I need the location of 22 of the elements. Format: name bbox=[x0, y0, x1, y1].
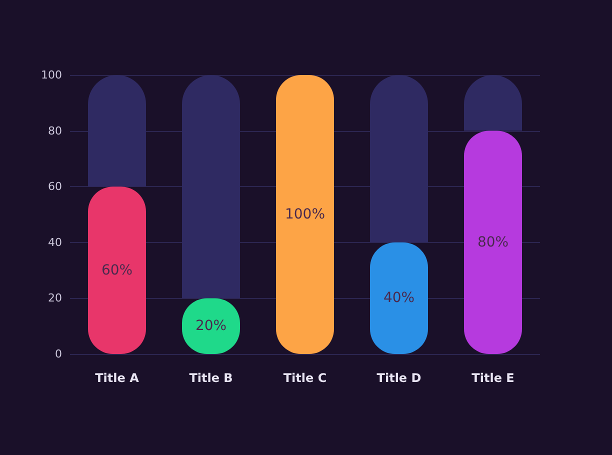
y-tick-label: 100 bbox=[41, 68, 62, 82]
data-label: 60% bbox=[101, 262, 133, 278]
data-label: 20% bbox=[195, 318, 227, 334]
bar bbox=[276, 75, 334, 354]
y-tick-label: 0 bbox=[55, 348, 62, 360]
bar bbox=[370, 75, 428, 242]
x-tick-label: Title D bbox=[376, 371, 422, 385]
data-label: 80% bbox=[477, 234, 509, 250]
y-tick-label: 20 bbox=[48, 292, 62, 305]
x-tick-label: Title C bbox=[283, 371, 327, 385]
data-label: 40% bbox=[383, 290, 415, 306]
x-tick-label: Title B bbox=[189, 371, 233, 385]
bar bbox=[182, 75, 240, 298]
data-label: 100% bbox=[284, 206, 326, 222]
x-tick-label: Title E bbox=[472, 371, 514, 385]
bar bbox=[464, 130, 522, 354]
y-tick-label: 80 bbox=[48, 124, 62, 138]
bar bbox=[88, 75, 146, 187]
y-tick-label: 40 bbox=[48, 236, 62, 249]
y-tick-label: 60 bbox=[48, 180, 62, 194]
x-tick-label: Title A bbox=[95, 371, 140, 385]
bar bbox=[88, 186, 146, 354]
